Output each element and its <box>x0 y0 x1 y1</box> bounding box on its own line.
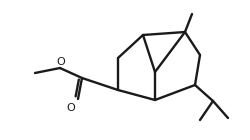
Text: O: O <box>66 103 76 113</box>
Text: O: O <box>56 57 66 67</box>
